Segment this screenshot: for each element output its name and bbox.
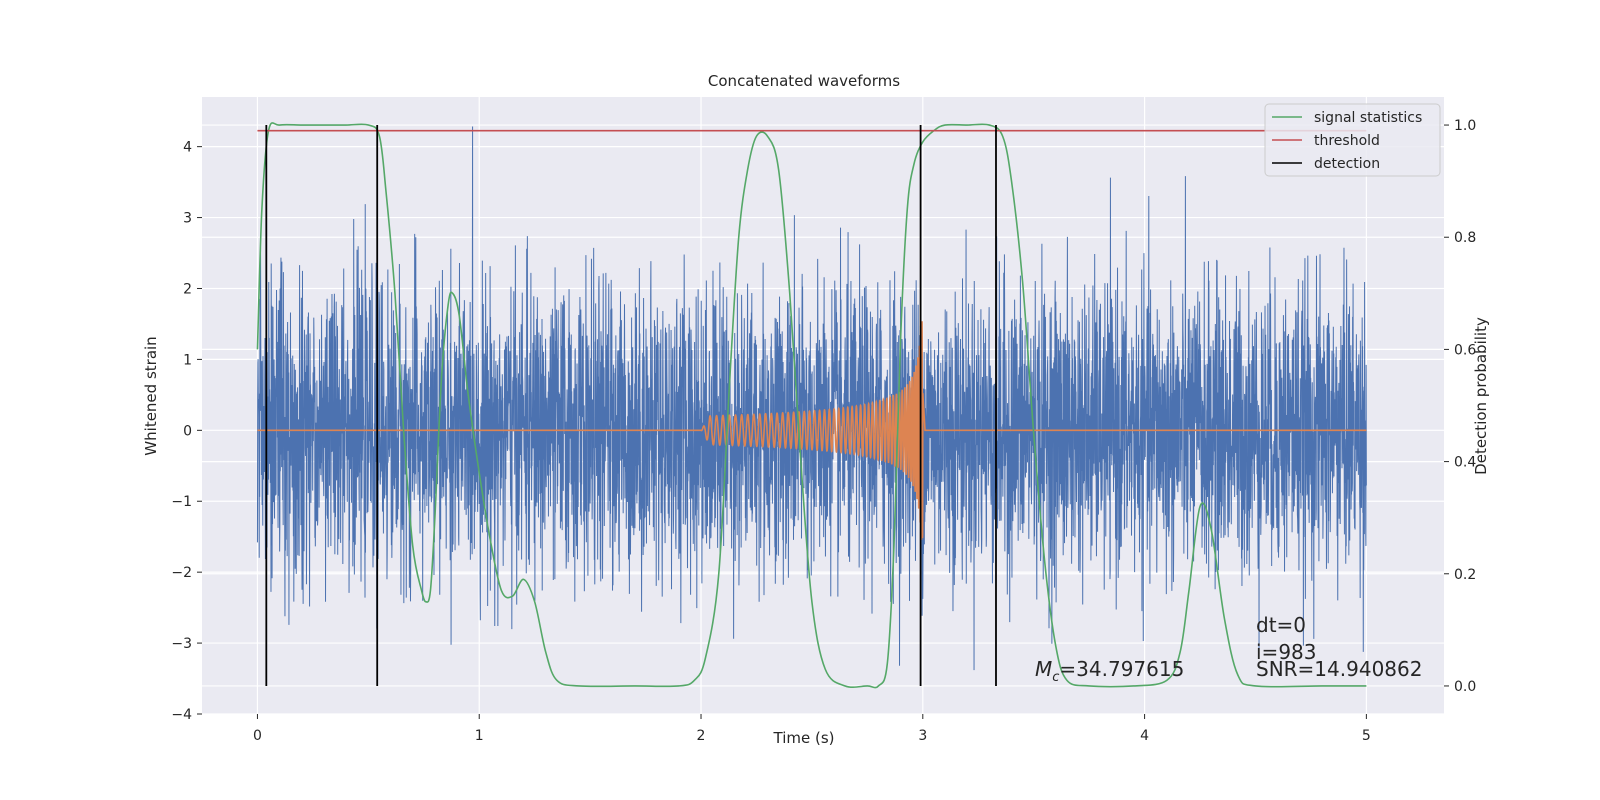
y-tick-label: 4 xyxy=(183,140,192,156)
chirp-mass-symbol: M xyxy=(1035,657,1052,681)
index-annotation: i=983 xyxy=(1256,640,1317,664)
legend-frame xyxy=(1264,103,1441,177)
dt-annotation: dt=0 xyxy=(1256,613,1306,637)
y-axis-left: −4 −3 −2 −1 0 1 2 3 4 xyxy=(171,140,202,723)
y-tick-label: 2 xyxy=(183,281,192,297)
legend-item-threshold: threshold xyxy=(1272,133,1380,149)
chirp-mass-annotation: Mc=34.797615 xyxy=(1035,657,1184,685)
legend-item-signal-statistics: signal statistics xyxy=(1272,110,1422,126)
y-tick-label: −4 xyxy=(171,707,192,723)
chart-title: Concatenated waveforms xyxy=(708,72,900,90)
y2-tick-label: 1.0 xyxy=(1454,118,1476,134)
y2-tick-label: 0.6 xyxy=(1454,342,1476,358)
legend: signal statistics threshold detection xyxy=(1264,103,1441,177)
y-tick-label: −1 xyxy=(171,494,192,510)
snr-annotation: SNR=14.940862 xyxy=(1256,657,1422,681)
y2-tick-label: 0.4 xyxy=(1454,455,1476,471)
y2-axis-label: Detection probability xyxy=(1472,317,1490,475)
y-axis-label: Whitened strain xyxy=(142,336,160,455)
x-axis: 0 1 2 3 4 5 xyxy=(253,714,1371,744)
y-tick-label: −2 xyxy=(171,565,192,581)
annotations: dt=0 i=983 SNR=14.940862 Mc=34.797615 xyxy=(1035,613,1422,685)
x-tick-label: 2 xyxy=(697,728,706,744)
y-tick-label: 0 xyxy=(183,423,192,439)
signal-statistics-series xyxy=(256,122,1367,689)
legend-label: detection xyxy=(1314,156,1380,172)
x-axis-label: Time (s) xyxy=(773,729,835,747)
y-tick-label: 3 xyxy=(183,211,192,227)
x-tick-label: 5 xyxy=(1362,728,1371,744)
legend-label: threshold xyxy=(1314,133,1380,149)
y2-tick-label: 0.2 xyxy=(1454,567,1476,583)
y-tick-label: −3 xyxy=(171,636,192,652)
plot-content xyxy=(256,122,1367,689)
x-tick-label: 4 xyxy=(1140,728,1149,744)
template-waveform-series xyxy=(257,321,1367,540)
y2-tick-label: 0.8 xyxy=(1454,230,1476,246)
legend-label: signal statistics xyxy=(1314,110,1422,126)
y-axis-right: 0.0 0.2 0.4 0.6 0.8 1.0 xyxy=(1444,118,1476,695)
x-tick-label: 1 xyxy=(475,728,484,744)
x-tick-label: 3 xyxy=(918,728,927,744)
x-tick-label: 0 xyxy=(253,728,262,744)
legend-item-detection: detection xyxy=(1272,156,1380,172)
detection-series xyxy=(265,125,997,686)
chirp-mass-subscript: c xyxy=(1052,670,1059,685)
y-tick-label: 1 xyxy=(183,352,192,368)
y2-tick-label: 0.0 xyxy=(1454,679,1476,695)
chirp-mass-value: =34.797615 xyxy=(1059,657,1184,681)
